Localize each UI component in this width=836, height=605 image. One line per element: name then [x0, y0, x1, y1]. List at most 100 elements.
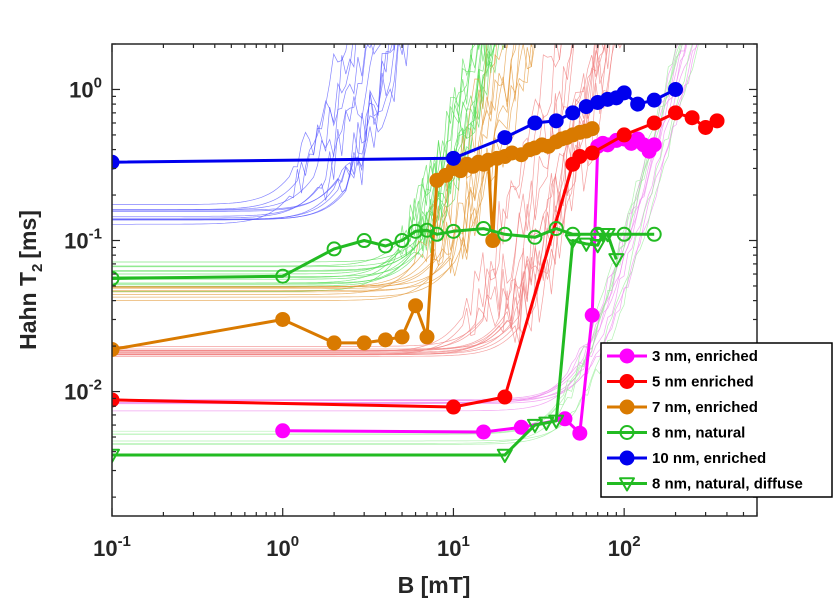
- data-point-3-10: [475, 221, 491, 237]
- raw-trace-2-9: [112, 44, 524, 288]
- data-point-0-5: [584, 307, 600, 323]
- data-point-3-5: [394, 233, 410, 249]
- data-point-2-6: [408, 298, 424, 314]
- data-point-1-9: [684, 110, 700, 126]
- legend-box: [600, 342, 833, 498]
- plot-frame: [111, 43, 758, 517]
- y-tick-label-1-base: 10: [64, 229, 88, 254]
- raw-trace-2-8: [112, 44, 508, 288]
- y-axis-label-unit: [ms]: [15, 210, 41, 259]
- data-point-2-17: [485, 233, 501, 249]
- y-axis-label-subscript: 2: [29, 264, 46, 272]
- legend-marker-3: [619, 425, 635, 440]
- raw-trace-5-4: [112, 44, 677, 435]
- data-point-1-0: [112, 392, 120, 408]
- raw-trace-4-2: [112, 44, 687, 412]
- data-point-2-5: [394, 329, 410, 345]
- raw-trace-3-4: [112, 44, 606, 353]
- series-1: [112, 105, 725, 415]
- data-point-3-7: [419, 222, 435, 238]
- data-point-1-6: [616, 127, 632, 143]
- x-tick-label-2-base: 10: [437, 536, 461, 561]
- y-tick-label-0: 10-2: [64, 377, 102, 405]
- data-point-5-1: [496, 448, 513, 464]
- raw-trace-0-10: [112, 44, 348, 205]
- legend-label-5: 8 nm, natural, diffuse: [652, 476, 803, 493]
- y-tick-label-1: 10-1: [64, 226, 102, 254]
- raw-trace-2-7: [112, 44, 534, 298]
- y-tick-label-2: 100: [69, 74, 102, 102]
- data-point-3-12: [527, 229, 543, 245]
- series-layer: [112, 81, 725, 464]
- raw-trace-3-12: [112, 44, 611, 355]
- raw-trace-3-9: [112, 44, 606, 352]
- legend-marker-1: [619, 374, 635, 389]
- raw-trace-4-5: [112, 44, 686, 400]
- legend-marker-0: [619, 348, 635, 364]
- raw-trace-0-4: [112, 44, 396, 212]
- legend-label-1: 5 nm enriched: [652, 374, 754, 391]
- data-point-1-8: [668, 105, 684, 121]
- data-point-4-3: [527, 115, 543, 131]
- data-point-3-11: [497, 226, 513, 242]
- x-tick-label-3-exponent: 2: [632, 533, 640, 550]
- data-point-5-4: [548, 414, 565, 429]
- x-tick-label-3: 102: [608, 533, 641, 561]
- data-point-0-2: [513, 419, 529, 435]
- legend-label-0: 3 nm, enriched: [652, 348, 758, 365]
- raw-trace-4-0: [112, 44, 698, 405]
- raw-trace-0-8: [112, 44, 396, 221]
- data-point-5-0: [112, 448, 120, 464]
- data-point-1-2: [497, 389, 513, 405]
- x-tick-label-3-base: 10: [608, 536, 632, 561]
- x-tick-label-1-exponent: 0: [291, 533, 299, 550]
- data-point-4-0: [112, 154, 120, 170]
- x-tick-label-0: 10-1: [93, 533, 131, 561]
- y-tick-label-0-exponent: -2: [89, 377, 102, 394]
- x-tick-label-1-base: 10: [266, 536, 290, 561]
- data-point-5-9: [599, 228, 616, 243]
- data-point-3-4: [378, 238, 394, 254]
- legend-marker-4: [619, 450, 635, 466]
- raw-trace-2-4: [112, 44, 515, 301]
- data-point-5-10: [608, 253, 625, 268]
- data-point-2-2: [326, 335, 342, 351]
- data-point-3-1: [275, 268, 291, 284]
- data-point-1-11: [709, 113, 725, 129]
- x-tick-label-1: 100: [266, 533, 299, 561]
- series-2: [112, 121, 600, 357]
- data-point-5-6: [578, 237, 595, 252]
- raw-trace-0-11: [112, 44, 396, 220]
- x-tick-label-0-base: 10: [93, 536, 117, 561]
- data-point-4-2: [497, 130, 513, 146]
- legend-label-2: 7 nm, enriched: [652, 399, 758, 416]
- raw-trace-5-5: [112, 44, 693, 445]
- y-tick-label-0-base: 10: [64, 380, 88, 405]
- data-point-5-5: [564, 234, 581, 249]
- raw-trace-3-10: [112, 44, 614, 350]
- data-point-2-4: [378, 332, 394, 348]
- raw-trace-3-13: [112, 44, 562, 352]
- data-point-4-11: [630, 96, 646, 112]
- raw-trace-0-1: [112, 44, 376, 217]
- raw-trace-0-6: [112, 44, 382, 219]
- series-4: [112, 81, 684, 170]
- data-point-1-7: [646, 115, 662, 131]
- raw-trace-0-9: [112, 44, 393, 211]
- data-point-0-4: [572, 425, 588, 441]
- data-point-4-4: [548, 113, 564, 129]
- data-point-3-16: [616, 226, 632, 242]
- data-point-2-3: [356, 335, 372, 351]
- y-tick-label-2-exponent: 0: [94, 74, 102, 91]
- raw-trace-1-4: [112, 44, 487, 275]
- data-point-0-3: [557, 411, 573, 427]
- x-tick-label-0-exponent: -1: [118, 533, 131, 550]
- data-point-3-8: [429, 226, 445, 242]
- data-point-0-15: [646, 137, 662, 153]
- raw-trace-1-8: [112, 44, 480, 292]
- data-point-3-0: [112, 271, 120, 287]
- data-point-4-5: [565, 105, 581, 121]
- data-point-3-2: [326, 241, 342, 257]
- data-point-2-1: [275, 311, 291, 327]
